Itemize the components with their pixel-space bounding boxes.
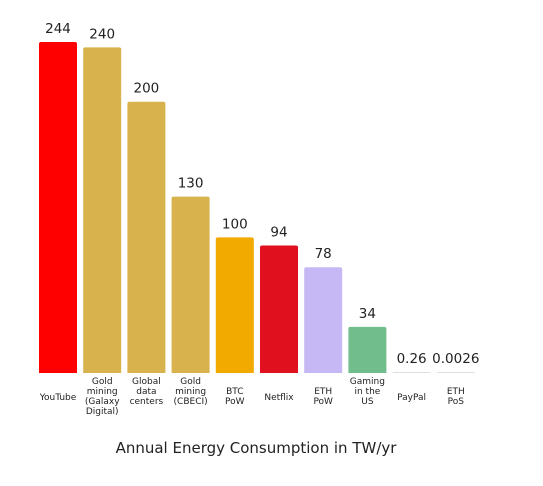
chart-title: Annual Energy Consumption in TW/yr: [116, 439, 398, 457]
bar-eth-pos: [436, 372, 475, 373]
bar-eth-pow: [304, 267, 343, 373]
value-label-netflix: 94: [270, 224, 287, 240]
bar-gold-mining-cbeci: [171, 196, 210, 373]
category-label-btc-pow: BTC PoW: [225, 387, 245, 407]
category-label-global-data-centers: Global data centers: [130, 377, 164, 407]
value-label-gold-mining-galaxy-digital: 240: [89, 26, 115, 42]
bar-netflix: [260, 245, 298, 373]
value-label-btc-pow: 100: [222, 216, 248, 232]
value-labels-group: 244 240 200 130 100 94 78 34 0.26 0.0026: [45, 21, 479, 367]
category-label-eth-pos: ETH PoS: [447, 387, 465, 407]
bars-group: [39, 42, 475, 373]
category-labels-group: YouTube Gold mining (Galaxy Digital) Global da…: [39, 377, 465, 417]
value-label-global-data-centers: 200: [134, 81, 160, 97]
category-label-eth-pow: ETH PoW: [313, 387, 333, 407]
value-label-gold-mining-cbeci: 130: [178, 176, 204, 192]
bar-paypal: [392, 372, 431, 373]
category-label-youtube: YouTube: [39, 393, 77, 403]
bar-global-data-centers: [127, 101, 166, 373]
value-label-youtube: 244: [45, 21, 71, 37]
category-label-paypal: PayPal: [397, 393, 426, 403]
bar-btc-pow: [215, 237, 254, 373]
bar-gold-mining-galaxy-digital: [83, 47, 122, 373]
category-label-gaming-in-the-us: Gaming in the US: [350, 377, 385, 407]
category-label-netflix: Netflix: [264, 393, 294, 403]
bar-gaming-in-the-us: [348, 326, 387, 373]
value-label-eth-pow: 78: [315, 246, 332, 262]
value-label-gaming-in-the-us: 34: [359, 306, 376, 322]
category-label-gold-mining-galaxy-digital: Gold mining (Galaxy Digital): [85, 377, 120, 417]
category-label-gold-mining-cbeci: Gold mining (CBECI): [174, 377, 208, 407]
bar-youtube: [39, 42, 77, 373]
value-label-paypal: 0.26: [397, 351, 427, 367]
value-label-eth-pos: 0.0026: [432, 351, 479, 367]
